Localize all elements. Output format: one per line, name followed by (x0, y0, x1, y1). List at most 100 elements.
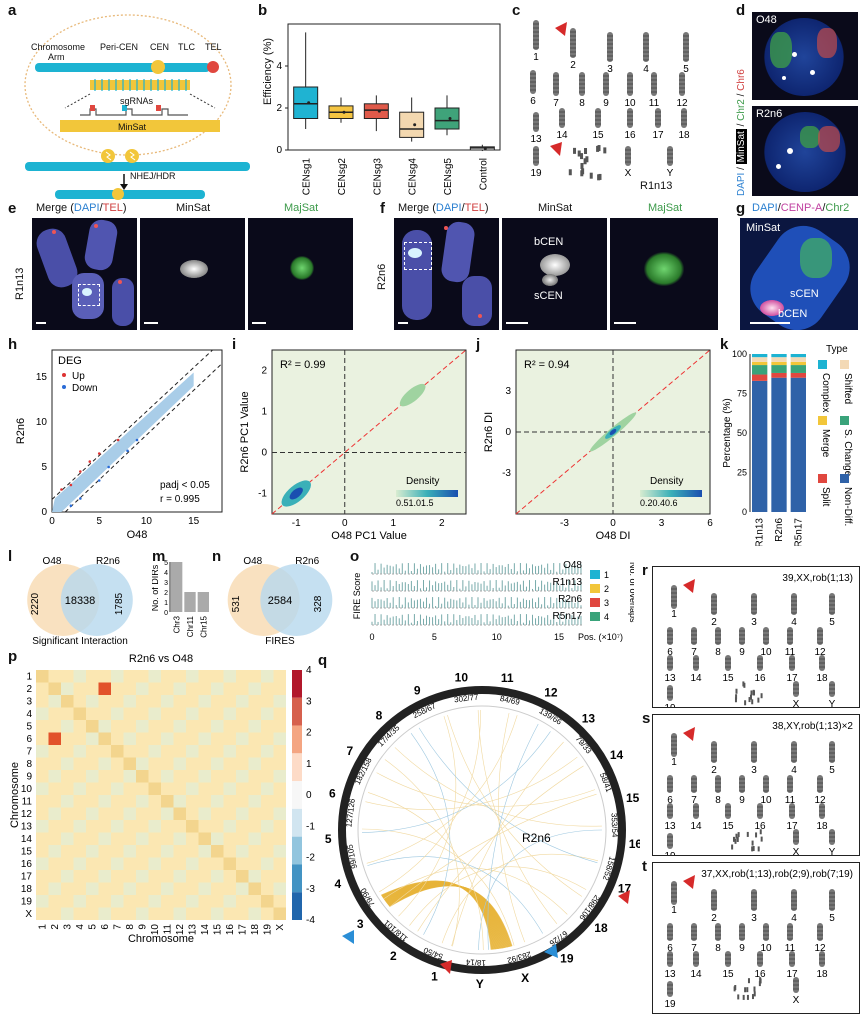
r-chr-number: 1 (671, 609, 677, 620)
s-chr-number: 1 (671, 757, 677, 768)
h-ytick-label: 10 (36, 417, 48, 428)
p-cell (124, 808, 137, 821)
c-chr-number: 16 (624, 130, 636, 141)
c-spread (584, 148, 587, 154)
b-ytick-label: 0 (276, 145, 282, 156)
f-title-minsat: MinSat (538, 202, 572, 214)
p-cell (249, 870, 262, 883)
c-chromosome (681, 108, 687, 128)
p-cell (224, 708, 237, 721)
c-chromosome (655, 108, 661, 128)
p-cell (149, 820, 162, 833)
p-ytick-label: 10 (21, 784, 33, 795)
k-legend-label: S. Change (842, 429, 853, 477)
f-scen-label: sCEN (534, 290, 563, 302)
s-chromosome (739, 775, 745, 793)
p-ytick-label: 16 (21, 859, 33, 870)
micrograph-e-merge (32, 218, 137, 330)
h-up-point (70, 484, 73, 487)
p-colorbar-cell (292, 892, 302, 920)
k-legend-label: Non-Diff. (842, 487, 853, 526)
t-chr-number: 2 (711, 913, 717, 924)
k-category-label: R1n13 (755, 518, 766, 546)
p-xtick-label: 4 (75, 924, 86, 930)
c-cell-name: R1n13 (640, 180, 672, 192)
panel-letter-g: g (736, 200, 745, 217)
p-cell (61, 758, 74, 771)
k-legend-label: Shifted (842, 373, 853, 404)
f-dapi-word: DAPI (436, 202, 462, 214)
p-cell (224, 670, 237, 683)
p-cell (99, 795, 112, 808)
i-xtick-label: 0 (342, 518, 348, 529)
h-padj: padj < 0.05 (160, 480, 210, 491)
t-spread (737, 994, 739, 999)
t-chromosome (791, 889, 797, 911)
p-cell (124, 770, 137, 783)
karyotype-c: 12 3 4 56 7 8 9 10 11 1213 14 15 16 17 1819 X Y (515, 10, 730, 200)
o-row-label: O48 (563, 560, 582, 571)
p-cell (261, 783, 274, 796)
q-link-minor (379, 710, 480, 892)
p-ytick-label: 5 (26, 721, 32, 732)
p-cell (74, 745, 87, 758)
n-overlap-count: 2584 (268, 595, 292, 607)
r-chr-number: 5 (829, 617, 835, 628)
chart-k-stacked-bar: 0255075100R1n13 R2n6 R5n17Percentage (%)Ty… (722, 340, 862, 546)
p-cell (224, 745, 237, 758)
q-arrow-blue (342, 930, 354, 944)
k-ytick-label: 25 (737, 468, 747, 478)
s-chr-number: 3 (751, 765, 757, 776)
p-cell (124, 883, 137, 896)
d-side-minsat: MinSat (736, 129, 747, 164)
panel-letter-d: d (736, 2, 745, 19)
p-cell (149, 745, 162, 758)
q-chrom-label: 12 (544, 685, 558, 699)
panel-letter-s: s (642, 710, 650, 727)
s-chromosome (715, 775, 721, 793)
h-legend-down-dot (62, 385, 66, 389)
q-chrom-label: 3 (357, 917, 364, 931)
t-spread (743, 995, 745, 1000)
b-point (484, 147, 487, 150)
panel-letter-r: r (642, 562, 648, 579)
p-ylabel: Chromosome (10, 762, 21, 828)
c-chr-number: 14 (556, 130, 568, 141)
c-chr-number: 9 (603, 98, 609, 109)
p-title: R2n6 vs O48 (129, 653, 193, 665)
p-colorbar-cell (292, 781, 302, 809)
q-chrom-label: X (521, 971, 529, 985)
q-chrom-label: Y (476, 977, 484, 991)
p-colorbar-label: -4 (306, 915, 315, 926)
r-chr-number: 3 (751, 617, 757, 628)
p-cell (249, 683, 262, 696)
f-bcen-label: bCEN (534, 236, 563, 248)
s-chr-number: 19 (664, 851, 676, 855)
p-cell (249, 833, 262, 846)
r-spread (735, 689, 737, 694)
q-chrom-label: 9 (414, 683, 421, 697)
r-karyotype-label: 39,XX,rob(1;13) (782, 573, 853, 584)
p-cell (136, 833, 149, 846)
c-spread (580, 163, 583, 169)
p-cell (36, 895, 49, 908)
s-chr-number: 2 (711, 765, 717, 776)
r-chromosome (829, 593, 835, 615)
t-chr-number: 18 (816, 969, 828, 980)
j-colorbar (640, 490, 702, 497)
l-right-title: R2n6 (96, 556, 120, 567)
c-chr-number: 19 (530, 168, 542, 179)
p-cell (136, 758, 149, 771)
c-chr-number: 17 (652, 130, 664, 141)
s-chromosome (791, 741, 797, 763)
p-cell (249, 720, 262, 733)
p-cell (236, 733, 249, 746)
d-label-o48: O48 (756, 14, 777, 26)
n-caption: FIRES (265, 636, 295, 647)
p-ytick-label: 1 (26, 671, 32, 682)
c-chromosome (570, 28, 576, 58)
p-ytick-label: 18 (21, 884, 33, 895)
i-density-label: Density (406, 476, 439, 487)
c-spread (581, 168, 584, 174)
o-xtick-label: 0 (369, 632, 374, 642)
